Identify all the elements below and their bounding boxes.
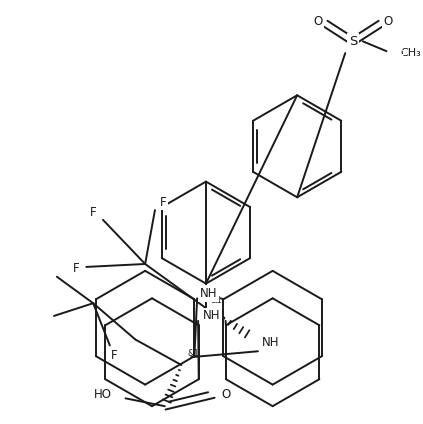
Text: CH₃: CH₃ [400,48,421,58]
Text: S: S [398,45,406,58]
Text: F: F [159,196,166,209]
Text: NH: NH [200,287,218,300]
Text: O: O [221,388,230,401]
Text: &1: &1 [187,349,199,358]
Text: S(=O)(=O): S(=O)(=O) [412,53,419,54]
Text: F: F [90,206,96,218]
Text: &1: &1 [211,296,222,305]
Text: O: O [313,15,322,28]
Text: O: O [384,15,393,28]
Text: F: F [110,349,117,362]
Text: NH: NH [203,310,220,323]
Text: F: F [73,262,80,275]
Text: NH: NH [262,336,280,349]
Text: S: S [349,35,357,48]
Text: HO: HO [94,388,112,401]
